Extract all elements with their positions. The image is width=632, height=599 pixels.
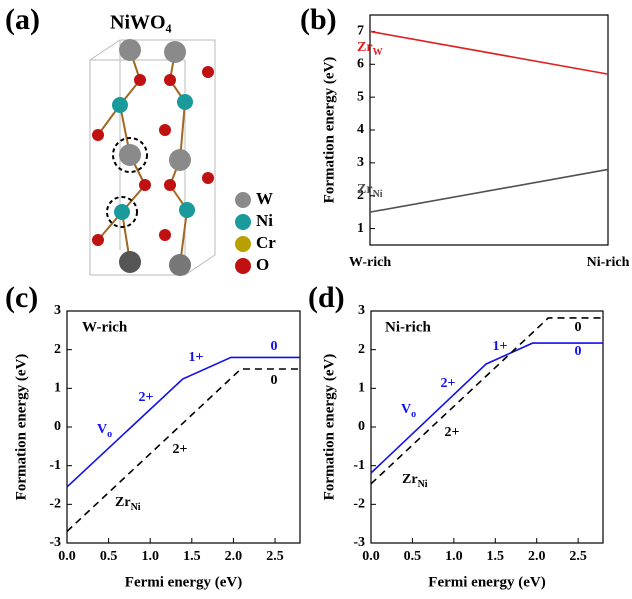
- label-subscript: Ni: [418, 479, 428, 490]
- legend-swatch: [235, 258, 251, 274]
- series-label: ZrNi: [115, 495, 141, 513]
- annotation: 0: [271, 339, 278, 354]
- label-base: Zr: [115, 495, 131, 510]
- label-base: V: [401, 402, 411, 417]
- x-tick-label: 1.0: [141, 549, 159, 564]
- series-label: ZrNi: [357, 182, 383, 200]
- series-label: Vo: [401, 402, 416, 420]
- series-label: ZrW: [357, 40, 383, 58]
- panel-subtitle: W-rich: [82, 319, 128, 335]
- x-tick-label: 1.0: [445, 549, 463, 564]
- annotation: 2+: [173, 442, 188, 457]
- y-tick-label: 2: [358, 342, 365, 357]
- label-subscript: o: [411, 409, 416, 420]
- annotation: 0: [271, 373, 278, 388]
- y-tick-label: -1: [353, 458, 365, 473]
- panel-subtitle: Ni-rich: [385, 319, 431, 335]
- label-subscript: Ni: [373, 189, 383, 200]
- label-base: Zr: [402, 472, 418, 487]
- annotation: 1+: [493, 339, 508, 354]
- x-axis-label: Fermi energy (eV): [125, 574, 242, 590]
- legend-swatch: [235, 236, 251, 252]
- x-tick-label: 2.0: [528, 549, 546, 564]
- panel-label: (d): [308, 281, 345, 314]
- x-axis-label: Fermi energy (eV): [428, 574, 545, 590]
- plot-frame: [369, 14, 609, 246]
- annotation: 0: [575, 344, 582, 359]
- y-tick-label: 3: [54, 303, 61, 318]
- legend-label: O: [256, 255, 269, 274]
- y-tick-label: 4: [357, 122, 364, 137]
- x-tick-label: Ni-rich: [587, 255, 630, 270]
- x-tick-label: 0.0: [58, 549, 76, 564]
- y-tick-label: 1: [357, 221, 364, 236]
- x-tick-label: 0.5: [404, 549, 422, 564]
- series-label: ZrNi: [402, 472, 428, 490]
- crystal-structure: [89, 39, 216, 276]
- x-tick-label: 0.5: [100, 549, 118, 564]
- series-line: [66, 356, 300, 488]
- label-subscript: o: [107, 429, 112, 440]
- x-tick-label: 2.0: [225, 549, 243, 564]
- y-tick-label: 2: [54, 342, 61, 357]
- plot-frame: [370, 310, 604, 544]
- panel-label: (b): [300, 3, 337, 36]
- y-tick-label: 5: [357, 89, 364, 104]
- x-tick-label: 1.5: [487, 549, 505, 564]
- y-tick-label: 3: [358, 303, 365, 318]
- series-line: [369, 30, 609, 75]
- label-base: V: [97, 422, 107, 437]
- y-tick-label: -3: [49, 535, 61, 550]
- y-axis-label: Formation energy (eV): [321, 57, 337, 204]
- y-tick-label: 3: [357, 155, 364, 170]
- label-base: Zr: [357, 182, 373, 197]
- label-subscript: Ni: [131, 502, 141, 513]
- y-tick-label: -3: [353, 535, 365, 550]
- legend-label: Ni: [256, 211, 273, 230]
- panel-label: (c): [5, 281, 38, 314]
- series-label: Vo: [97, 422, 112, 440]
- annotation: 0: [575, 320, 582, 335]
- y-axis-label: Formation energy (eV): [13, 354, 29, 501]
- label-base: Zr: [357, 40, 373, 55]
- y-tick-label: 6: [357, 57, 364, 72]
- x-tick-label: 2.5: [266, 549, 284, 564]
- x-tick-label: 1.5: [183, 549, 201, 564]
- series-line: [370, 317, 603, 485]
- annotation: 2+: [441, 376, 456, 391]
- legend-swatch: [235, 192, 251, 208]
- annotation: 1+: [189, 350, 204, 365]
- x-tick-label: 2.5: [569, 549, 587, 564]
- x-tick-label: 0.0: [362, 549, 380, 564]
- structure-title: NiWO₄: [110, 12, 172, 34]
- annotation: 2+: [445, 425, 460, 440]
- x-tick-label: W-rich: [349, 255, 391, 270]
- y-axis-label: Formation energy (eV): [321, 354, 337, 501]
- y-tick-label: 1: [358, 381, 365, 396]
- legend-label: Cr: [256, 233, 276, 252]
- series-line: [370, 342, 603, 474]
- label-subscript: W: [373, 47, 383, 58]
- y-tick-label: -1: [49, 458, 61, 473]
- y-tick-label: 2: [357, 188, 364, 203]
- y-tick-label: 0: [54, 419, 61, 434]
- series-line: [66, 368, 300, 532]
- y-tick-label: 7: [357, 24, 364, 39]
- legend-swatch: [235, 214, 251, 230]
- y-tick-label: -2: [353, 497, 365, 512]
- panel-label: (a): [5, 3, 40, 36]
- legend-label: W: [256, 189, 273, 208]
- annotation: 2+: [139, 390, 154, 405]
- y-tick-label: -2: [49, 497, 61, 512]
- y-tick-label: 1: [54, 381, 61, 396]
- y-tick-label: 0: [358, 419, 365, 434]
- series-line: [369, 168, 609, 213]
